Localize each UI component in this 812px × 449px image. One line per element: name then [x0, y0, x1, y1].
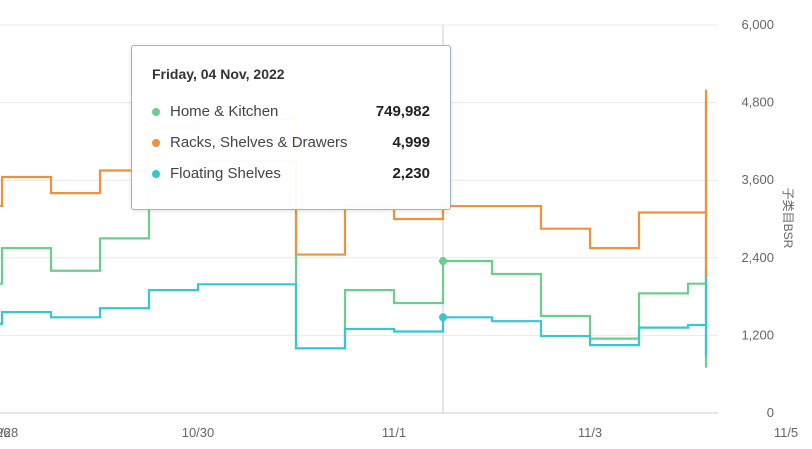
tooltip-series-value: 749,982	[375, 103, 430, 120]
tooltip-row-home-kitchen: Home & Kitchen 749,982	[152, 96, 430, 127]
series-dot-icon	[152, 138, 160, 147]
tooltip-row-floating-shelves: Floating Shelves 2,230	[152, 158, 430, 189]
x-tick-label: 11/3	[578, 425, 602, 440]
series-line-home-kitchen[interactable]	[0, 102, 708, 368]
y-tick-label: 4,800	[741, 95, 774, 110]
series-dot-icon	[152, 169, 160, 178]
hover-marker	[439, 257, 447, 266]
x-tick-label: 26	[0, 425, 10, 440]
y-tick-label: 2,400	[741, 250, 774, 265]
y-tick-label: 1,200	[741, 327, 774, 342]
tooltip-series-value: 2,230	[392, 165, 430, 182]
x-tick-label: 10/30	[182, 425, 215, 440]
tooltip-series-name: Floating Shelves	[170, 165, 281, 182]
y-tick-label: 0	[767, 405, 774, 420]
y-axis-title: 子类目BSR	[781, 188, 795, 249]
x-tick-label: 10/28	[0, 425, 18, 440]
hover-marker	[439, 313, 447, 322]
tooltip-series-name: Home & Kitchen	[170, 103, 279, 120]
x-tick-label: 11/1	[382, 425, 406, 440]
tooltip-series-value: 4,999	[392, 134, 430, 151]
x-tick-label: 11/5	[774, 425, 798, 440]
series-dot-icon	[152, 107, 160, 116]
series-line-floating-shelves[interactable]	[0, 268, 708, 357]
tooltip-row-racks-shelves: Racks, Shelves & Drawers 4,999	[152, 127, 430, 158]
y-tick-label: 3,600	[741, 172, 774, 187]
hover-tooltip: Friday, 04 Nov, 2022 Home & Kitchen 749,…	[131, 45, 451, 210]
y-axis-tick-labels: 0 1,200 2,400 3,600 4,800 6,000	[741, 17, 774, 420]
tooltip-series-name: Racks, Shelves & Drawers	[170, 134, 348, 151]
y-tick-label: 6,000	[741, 17, 774, 32]
tooltip-date: Friday, 04 Nov, 2022	[152, 66, 285, 82]
